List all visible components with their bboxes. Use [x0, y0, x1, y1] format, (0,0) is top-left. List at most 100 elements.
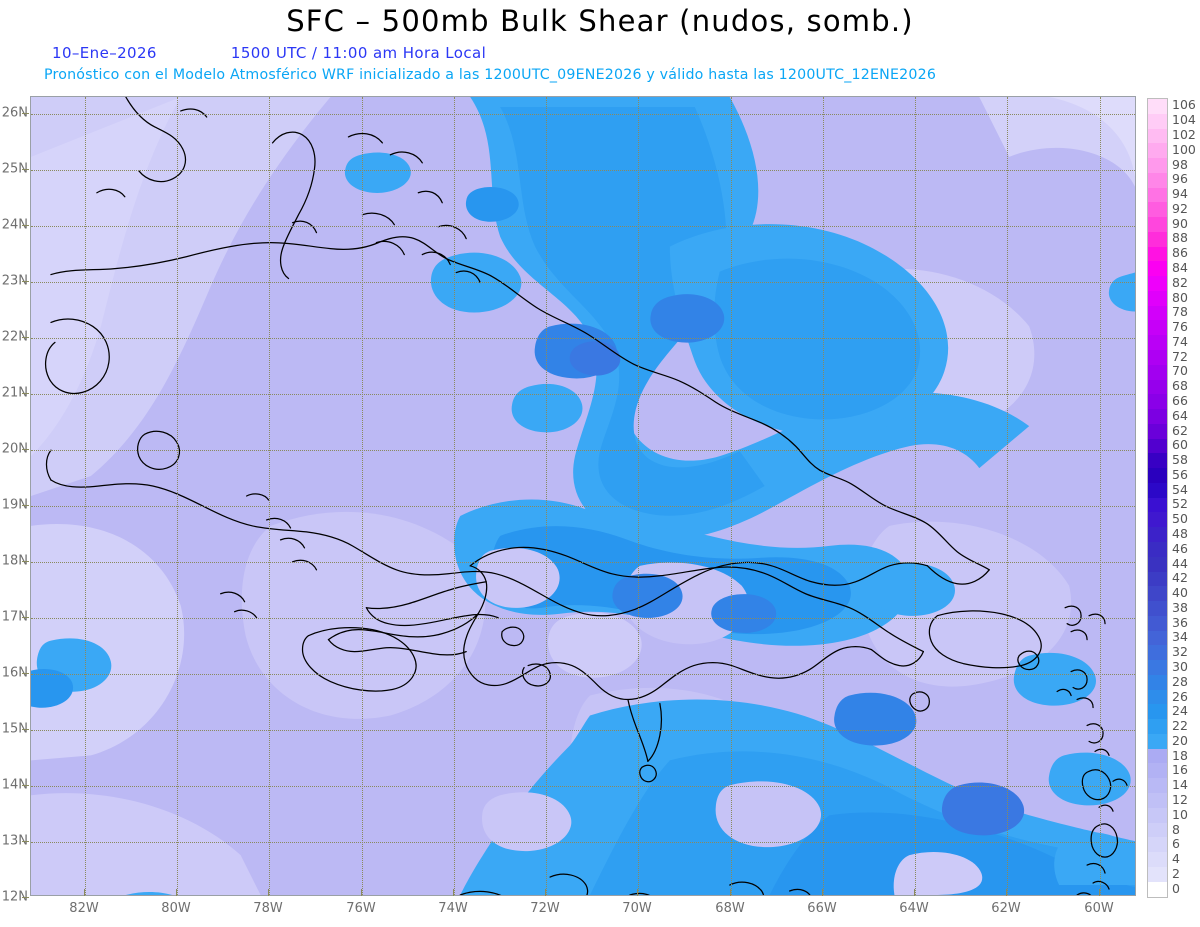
ytick-mark-24n [22, 225, 29, 226]
colorbar-tick-40: 40 [1172, 584, 1188, 600]
colorbar-tick-92: 92 [1172, 200, 1188, 216]
colorbar-band-54 [1148, 482, 1167, 498]
colorbar-tick-48: 48 [1172, 525, 1188, 541]
page-title: SFC – 500mb Bulk Shear (nudos, somb.) [286, 4, 914, 38]
colorbar-tick-64: 64 [1172, 407, 1188, 423]
ytick-label-15n: 15N [1, 721, 28, 737]
colorbar-band-12 [1148, 792, 1167, 808]
colorbar-band-94 [1148, 187, 1167, 203]
xtick-mark-72w [545, 889, 546, 896]
colorbar-tick-0: 0 [1172, 880, 1180, 896]
colorbar-tick-84: 84 [1172, 259, 1188, 275]
xtick-mark-70w [637, 889, 638, 896]
colorbar-band-58 [1148, 453, 1167, 469]
ytick-mark-16n [22, 673, 29, 674]
colorbar-band-70 [1148, 364, 1167, 380]
colorbar-band-90 [1148, 217, 1167, 232]
ytick-mark-25n [22, 169, 29, 170]
colorbar-tick-52: 52 [1172, 496, 1188, 512]
colorbar-tick-90: 90 [1172, 215, 1188, 231]
xtick-label-82w: 82W [69, 901, 99, 916]
colorbar-band-74 [1148, 335, 1167, 351]
xtick-label-76w: 76W [346, 901, 376, 916]
xtick-label-70w: 70W [622, 901, 652, 916]
xtick-label-74w: 74W [438, 901, 468, 916]
colorbar-tick-20: 20 [1172, 732, 1188, 748]
map-plot-area: Sisπτ – ONAMET/REP.DOM. [30, 96, 1136, 896]
ytick-mark-12n [22, 897, 29, 898]
colorbar-tick-46: 46 [1172, 540, 1188, 556]
colorbar-tick-66: 66 [1172, 392, 1188, 408]
ytick-label-17n: 17N [1, 609, 28, 625]
colorbar-tick-72: 72 [1172, 348, 1188, 364]
colorbar-band-80 [1148, 290, 1167, 306]
colorbar-band-60 [1148, 438, 1167, 454]
ytick-label-13n: 13N [1, 833, 28, 849]
colorbar-tick-34: 34 [1172, 629, 1188, 645]
ytick-mark-18n [22, 561, 29, 562]
colorbar-band-100 [1148, 143, 1167, 159]
colorbar-tick-28: 28 [1172, 673, 1188, 689]
colorbar-band-14 [1148, 778, 1167, 793]
colorbar-band-26 [1148, 689, 1167, 705]
colorbar-tick-38: 38 [1172, 599, 1188, 615]
ytick-mark-21n [22, 393, 29, 394]
ytick-label-25n: 25N [1, 161, 28, 177]
xtick-mark-62w [1006, 889, 1007, 896]
xtick-mark-60w [1099, 889, 1100, 896]
xtick-mark-82w [84, 889, 85, 896]
colorbar-band-18 [1148, 748, 1167, 764]
colorbar-tick-10: 10 [1172, 806, 1188, 822]
colorbar-band-102 [1148, 128, 1167, 144]
colorbar-tick-18: 18 [1172, 747, 1188, 763]
ytick-label-18n: 18N [1, 553, 28, 569]
colorbar-band-24 [1148, 704, 1167, 720]
colorbar-tick-74: 74 [1172, 333, 1188, 349]
colorbar-tick-82: 82 [1172, 274, 1188, 290]
xtick-label-78w: 78W [253, 901, 283, 916]
colorbar-tick-2: 2 [1172, 865, 1180, 881]
ytick-mark-14n [22, 785, 29, 786]
colorbar-band-56 [1148, 468, 1167, 483]
colorbar-tick-44: 44 [1172, 555, 1188, 571]
colorbar-band-64 [1148, 409, 1167, 424]
colorbar-band-44 [1148, 556, 1167, 572]
colorbar-band-4 [1148, 852, 1167, 867]
ytick-mark-19n [22, 505, 29, 506]
ytick-mark-17n [22, 617, 29, 618]
colorbar-band-66 [1148, 394, 1167, 410]
colorbar-band-32 [1148, 645, 1167, 661]
colorbar-tick-50: 50 [1172, 510, 1188, 526]
colorbar-tick-16: 16 [1172, 762, 1188, 778]
colorbar-band-36 [1148, 615, 1167, 631]
ytick-label-26n: 26N [1, 105, 28, 121]
xtick-label-60w: 60W [1084, 901, 1114, 916]
colorbar-tick-76: 76 [1172, 318, 1188, 334]
ytick-label-19n: 19N [1, 497, 28, 513]
colorbar-tick-26: 26 [1172, 688, 1188, 704]
colorbar-band-82 [1148, 276, 1167, 291]
colorbar-tick-62: 62 [1172, 422, 1188, 438]
colorbar-band-50 [1148, 512, 1167, 528]
colorbar-tick-36: 36 [1172, 614, 1188, 630]
colorbar-band-8 [1148, 822, 1167, 838]
xtick-label-72w: 72W [530, 901, 560, 916]
colorbar-tick-70: 70 [1172, 363, 1188, 379]
colorbar-tick-68: 68 [1172, 377, 1188, 393]
xtick-mark-78w [268, 889, 269, 896]
colorbar-band-2 [1148, 866, 1167, 882]
colorbar-tick-32: 32 [1172, 643, 1188, 659]
colorbar-band-98 [1148, 158, 1167, 173]
ytick-mark-26n [22, 113, 29, 114]
colorbar-tick-6: 6 [1172, 836, 1180, 852]
colorbar [1147, 98, 1168, 898]
xtick-mark-68w [730, 889, 731, 896]
ytick-label-12n: 12N [1, 889, 28, 905]
xtick-mark-80w [176, 889, 177, 896]
colorbar-tick-88: 88 [1172, 230, 1188, 246]
colorbar-tick-94: 94 [1172, 185, 1188, 201]
ytick-mark-22n [22, 337, 29, 338]
colorbar-tick-60: 60 [1172, 437, 1188, 453]
colorbar-band-78 [1148, 305, 1167, 321]
colorbar-band-40 [1148, 586, 1167, 602]
